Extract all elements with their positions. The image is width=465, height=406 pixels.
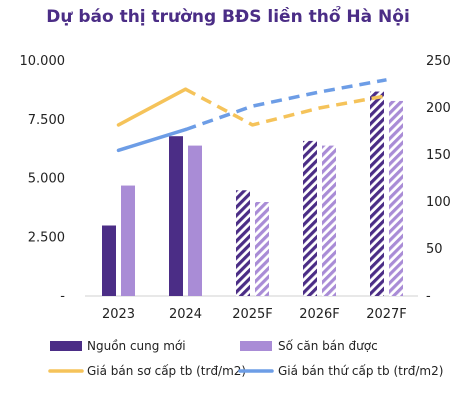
legend-item-secondary-price: Giá bán thứ cấp tb (trđ/m2) — [238, 364, 443, 378]
right-tick-label: 200 — [426, 101, 451, 116]
category-label: 2027F — [366, 307, 407, 322]
category-label: 2023 — [102, 307, 135, 322]
bar-supply-2026F — [303, 140, 317, 296]
left-tick-label: - — [60, 289, 65, 304]
bar-supply-2027F — [370, 91, 384, 296]
legend-label-sold: Số căn bán được — [278, 339, 378, 353]
left-tick-label: 5.000 — [28, 172, 65, 187]
right-tick-label: - — [426, 289, 431, 304]
line-secondary-forecast — [184, 78, 387, 132]
bar-sold-2024 — [188, 145, 202, 296]
bar-sold-2025F — [255, 202, 269, 296]
legend-swatch-supply — [50, 341, 82, 351]
right-tick-label: 100 — [426, 195, 451, 210]
line-series — [116, 78, 387, 153]
right-tick-label: 50 — [426, 242, 443, 257]
category-labels: 2023 2024 2025F 2026F 2027F — [102, 307, 407, 322]
legend-swatch-sold — [240, 341, 272, 351]
legend-label-secondary-price: Giá bán thứ cấp tb (trđ/m2) — [278, 364, 443, 378]
bar-series — [102, 91, 403, 296]
bar-sold-2023 — [121, 185, 135, 296]
bar-supply-2025F — [236, 190, 250, 296]
line-secondary-actual — [116, 127, 188, 153]
legend-item-supply: Nguồn cung mới — [50, 339, 186, 353]
category-label: 2024 — [169, 307, 202, 322]
chart-title: Dự báo thị trường BĐS liền thổ Hà Nội — [46, 5, 410, 27]
left-tick-label: 7.500 — [28, 113, 65, 128]
bar-sold-2027F — [389, 100, 403, 296]
legend: Nguồn cung mới Số căn bán được Giá bán s… — [48, 339, 443, 378]
right-tick-label: 150 — [426, 148, 451, 163]
right-axis: - 50 100 150 200 250 — [426, 54, 451, 304]
line-primary-forecast — [184, 87, 387, 127]
left-axis: - 2.500 5.000 7.500 10.000 — [20, 54, 66, 304]
left-tick-label: 2.500 — [28, 230, 65, 245]
legend-label-supply: Nguồn cung mới — [87, 339, 186, 353]
category-label: 2025F — [232, 307, 273, 322]
left-tick-label: 10.000 — [20, 54, 66, 69]
right-tick-label: 250 — [426, 54, 451, 69]
legend-label-primary-price: Giá bán sơ cấp tb (trđ/m2) — [87, 364, 246, 378]
bar-sold-2026F — [322, 145, 336, 296]
legend-item-sold: Số căn bán được — [240, 339, 378, 353]
legend-item-primary-price: Giá bán sơ cấp tb (trđ/m2) — [48, 364, 246, 378]
line-primary-actual — [116, 87, 188, 127]
bar-supply-2024 — [169, 136, 183, 296]
bar-supply-2023 — [102, 225, 116, 296]
category-label: 2026F — [299, 307, 340, 322]
